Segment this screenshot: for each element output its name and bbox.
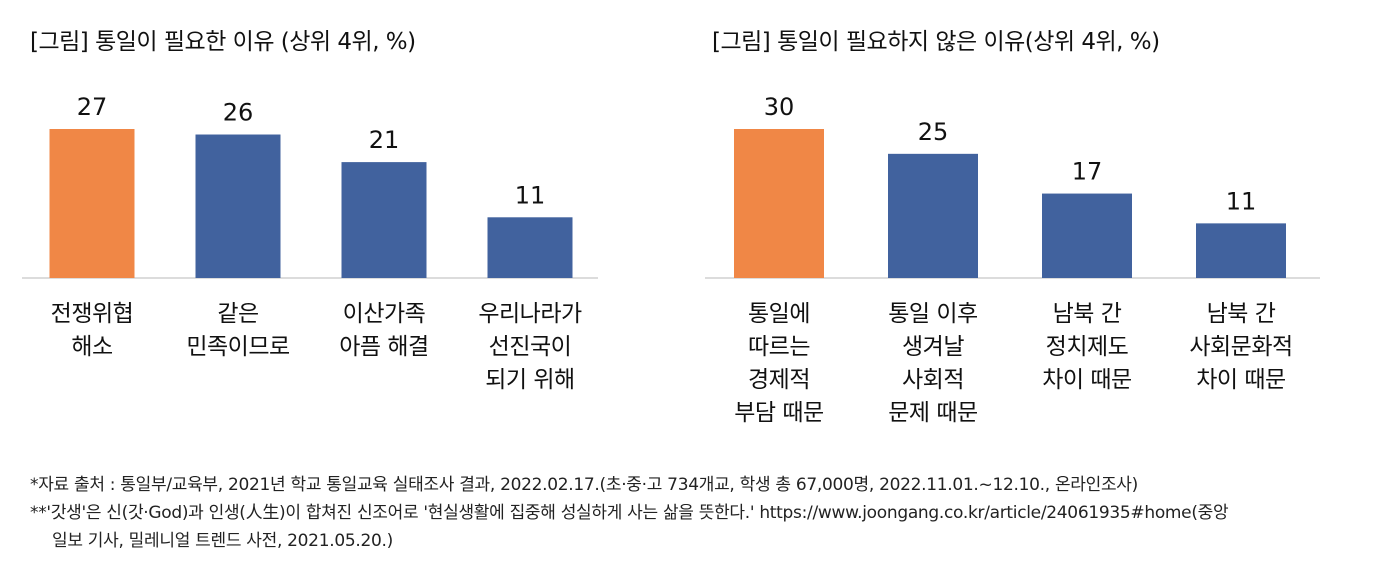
left-value-label-3: 21	[369, 126, 400, 154]
left-value-label-1: 27	[77, 93, 108, 121]
right-category-label-3-line-3: 차이 때문	[1042, 367, 1131, 393]
right-value-label-2: 25	[918, 118, 949, 146]
left-value-label-4: 11	[515, 181, 546, 209]
right-value-label-1: 30	[764, 93, 795, 121]
footnote-continued: 일보 기사, 밀레니얼 트렌드 사전, 2021.05.20.)	[52, 531, 393, 551]
right-bar-3	[1042, 193, 1132, 278]
left-category-label-4-line-1: 우리나라가	[478, 301, 582, 327]
right-category-label-4-line-1: 남북 간	[1207, 301, 1276, 327]
right-chart-title: [그림] 통일이 필요하지 않은 이유(상위 4위, %)	[712, 29, 1160, 55]
left-category-label-3-line-1: 이산가족	[343, 301, 426, 327]
left-category-label-4-line-3: 되기 위해	[485, 367, 574, 393]
right-category-label-2-line-4: 문제 때문	[888, 400, 977, 426]
left-category-label-1-line-2: 해소	[71, 334, 112, 360]
left-category-label-2-line-2: 민족이므로	[186, 334, 289, 360]
right-category-label-3-line-1: 남북 간	[1053, 301, 1122, 327]
source-note: *자료 출처 : 통일부/교육부, 2021년 학교 통일교육 실태조사 결과,…	[30, 475, 1138, 495]
left-category-label-1-line-1: 전쟁위협	[51, 301, 134, 327]
left-value-label-2: 26	[223, 99, 254, 127]
right-value-label-3: 17	[1072, 158, 1103, 186]
right-bar-2	[888, 153, 978, 278]
left-category-label-4-line-2: 선진국이	[489, 334, 572, 360]
left-bar-3	[341, 162, 427, 278]
right-value-label-4: 11	[1226, 187, 1257, 215]
right-bar-1	[734, 129, 824, 278]
right-category-label-1-line-2: 따르는	[748, 334, 810, 360]
left-category-label-2-line-1: 같은	[217, 301, 258, 327]
right-category-label-2-line-3: 사회적	[902, 367, 964, 393]
right-category-label-3-line-2: 정치제도	[1046, 334, 1129, 360]
right-category-label-2-line-1: 통일 이후	[888, 301, 977, 327]
right-bar-4	[1196, 223, 1286, 278]
left-category-label-3-line-2: 아픔 해결	[339, 334, 428, 360]
right-category-label-2-line-2: 생겨날	[902, 334, 964, 360]
footnote: **'갓생'은 신(갓·God)과 인생(人生)이 합쳐진 신조어로 '현실생활…	[30, 503, 1229, 523]
left-bar-1	[49, 129, 135, 278]
left-chart-title: [그림] 통일이 필요한 이유 (상위 4위, %)	[30, 29, 416, 55]
right-category-label-1-line-4: 부담 때문	[734, 400, 823, 426]
right-category-label-1-line-1: 통일에	[748, 301, 810, 327]
left-bar-4	[487, 217, 573, 278]
right-category-label-4-line-3: 차이 때문	[1196, 367, 1285, 393]
right-category-label-4-line-2: 사회문화적	[1189, 334, 1292, 360]
right-category-label-1-line-3: 경제적	[748, 367, 810, 393]
left-bar-2	[195, 134, 281, 278]
